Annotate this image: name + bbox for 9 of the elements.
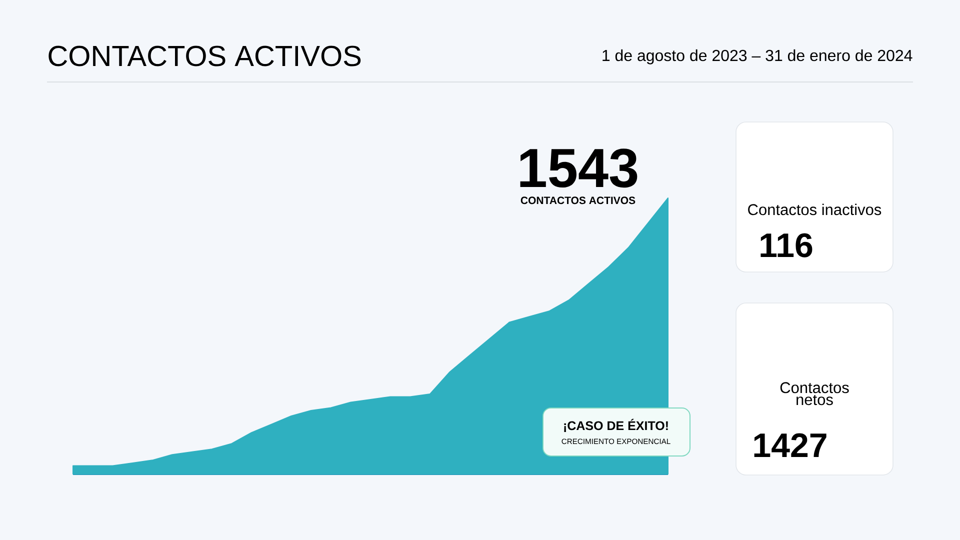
text: 116: [760, 233, 812, 258]
text: 1427: [754, 433, 826, 457]
text: Contactos inactivos: [748, 204, 882, 216]
chart-title: CONTACTOS ACTIVOS: [48, 46, 361, 66]
text: 1 de agosto de 2023 – 31 de enero de 2024: [602, 49, 912, 64]
text: Contactos netos: [780, 382, 849, 406]
annotation: ¡CASO DE ÉXITO!: [564, 418, 668, 432]
annotation: CONTACTOS ACTIVOS: [520, 196, 636, 204]
text: 1543: [520, 148, 638, 188]
